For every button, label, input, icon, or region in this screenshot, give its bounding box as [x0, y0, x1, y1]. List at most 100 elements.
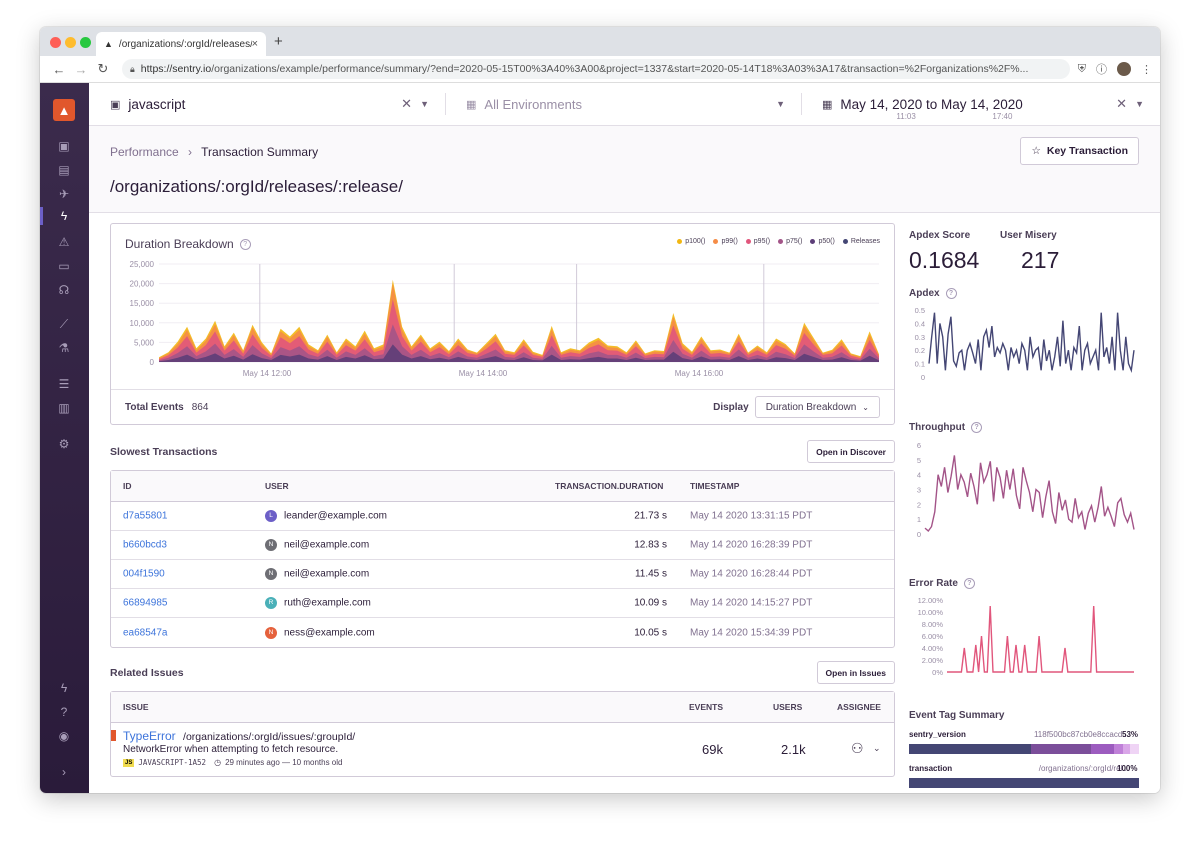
tag-segment[interactable]	[1129, 744, 1139, 754]
help-icon[interactable]: ?	[945, 288, 957, 299]
alerts-icon[interactable]: ⚠	[58, 235, 70, 249]
transaction-id-link[interactable]: 004f1590	[123, 568, 165, 580]
back-icon[interactable]: ←	[52, 61, 66, 77]
maximize-window-icon[interactable]	[80, 37, 91, 48]
help-icon[interactable]: ?	[239, 239, 251, 251]
forward-icon[interactable]: →	[74, 61, 88, 77]
tag-key-transaction: transaction	[909, 764, 953, 773]
project-selector[interactable]: ▣ javascript ✕ ▼	[89, 93, 446, 115]
issue-short-id[interactable]: JAVASCRIPT-1A52	[138, 758, 207, 767]
y-tick-label: 0.5	[915, 306, 925, 315]
col-user[interactable]: USER	[265, 481, 289, 491]
dashboards-icon[interactable]: ⟋	[59, 316, 69, 331]
total-events-value: 864	[191, 401, 209, 413]
close-window-icon[interactable]	[50, 37, 61, 48]
address-bar[interactable]: 🔒︎ https://sentry.io/organizations/examp…	[122, 59, 1070, 79]
lab-icon[interactable]: ⚗	[58, 341, 70, 355]
open-in-discover-button[interactable]: Open in Discover	[807, 440, 895, 463]
releases-icon[interactable]: ✈	[58, 187, 70, 201]
tag-segment[interactable]	[1113, 744, 1123, 754]
legend-item[interactable]: Releases	[842, 238, 880, 245]
reload-icon[interactable]: ↻	[97, 61, 109, 76]
browser-tab[interactable]: ▲ /organizations/:orgId/releases/: ×	[96, 32, 266, 56]
tag-segment[interactable]	[1090, 744, 1114, 754]
series-line[interactable]	[947, 605, 1134, 673]
collapse-sidebar-icon[interactable]: ›	[62, 765, 66, 779]
series-area-1[interactable]	[159, 283, 879, 362]
stats-icon[interactable]: ▥	[58, 401, 70, 415]
date-selector[interactable]: ▦ May 14, 2020 to May 14, 2020 11:03 17:…	[802, 89, 1160, 121]
activity-icon[interactable]: ☰	[58, 377, 70, 391]
user-misery-label: User Misery	[1000, 230, 1057, 241]
user-misery-value: 217	[1021, 247, 1060, 273]
timestamp-cell: May 14 2020 14:15:27 PDT	[690, 597, 813, 609]
transaction-id-link[interactable]: ea68547a	[123, 627, 168, 638]
settings-icon[interactable]: ⚙	[58, 437, 70, 451]
display-label: Display	[713, 401, 749, 413]
discover-icon[interactable]: ▭	[58, 259, 70, 273]
series-area-3[interactable]	[159, 324, 879, 362]
assignee-icon[interactable]: ⚇	[851, 740, 864, 756]
clear-date-icon[interactable]: ✕	[1116, 96, 1128, 111]
projects-icon[interactable]: ▣	[58, 139, 70, 153]
tag-segment[interactable]	[909, 744, 1031, 754]
tag-bar-sentry-version[interactable]	[909, 744, 1139, 754]
legend-item[interactable]: p50()	[810, 238, 835, 245]
key-transaction-button[interactable]: ☆ Key Transaction	[1020, 137, 1139, 165]
col-timestamp[interactable]: TIMESTAMP	[690, 481, 740, 491]
transaction-id-link[interactable]: b660bcd3	[123, 539, 167, 551]
col-events: EVENTS	[689, 702, 724, 712]
user-feedback-icon[interactable]: ☊	[58, 283, 70, 297]
legend-item[interactable]: p75()	[778, 238, 802, 245]
tag-segment[interactable]	[1030, 744, 1091, 754]
breadcrumb-performance[interactable]: Performance	[110, 145, 179, 159]
shield-extension-icon[interactable]: ⛨	[1077, 62, 1086, 75]
series-line[interactable]	[928, 312, 1135, 373]
browser-menu-icon[interactable]: ⋮	[1141, 63, 1152, 76]
series-area-4[interactable]	[159, 344, 879, 362]
y-tick-label: 0.3	[915, 333, 925, 342]
issue-title[interactable]: TypeError /organizations/:orgId/issues/:…	[123, 729, 355, 743]
help-icon[interactable]: ?	[60, 705, 68, 719]
transaction-id-link[interactable]: 66894985	[123, 597, 168, 609]
tag-segment[interactable]	[1122, 744, 1130, 754]
sentry-logo-icon[interactable]: ▲	[53, 99, 75, 121]
series-area-2[interactable]	[159, 299, 879, 362]
issue-type[interactable]: TypeError	[123, 729, 176, 743]
series-area-0[interactable]	[159, 279, 879, 362]
col-id[interactable]: ID	[123, 481, 132, 491]
help-icon[interactable]: ?	[971, 422, 983, 433]
broadcast-icon[interactable]: ◉	[58, 729, 70, 743]
clear-project-icon[interactable]: ✕	[401, 96, 413, 111]
tag-segment[interactable]	[909, 778, 1139, 788]
open-in-issues-button[interactable]: Open in Issues	[816, 661, 895, 684]
whats-new-icon[interactable]: ϟ	[60, 681, 68, 695]
info-extension-icon[interactable]: ⓘ	[1096, 64, 1107, 76]
display-dropdown[interactable]: Duration Breakdown ⌄	[754, 396, 880, 418]
col-assignee: ASSIGNEE	[837, 702, 881, 712]
user-avatar: R	[265, 597, 277, 609]
help-icon[interactable]: ?	[963, 578, 975, 589]
issues-icon[interactable]: ▤	[58, 163, 70, 177]
minimize-window-icon[interactable]	[65, 37, 76, 48]
legend-item[interactable]: p100()	[677, 238, 705, 245]
chevron-down-icon[interactable]: ⌄	[873, 743, 881, 753]
environment-selector[interactable]: ▦ All Environments ▼	[446, 93, 802, 115]
user-avatar: N	[265, 568, 277, 580]
tag-bar-transaction[interactable]	[909, 778, 1139, 788]
issue-row[interactable]: TypeError /organizations/:orgId/issues/:…	[111, 723, 894, 776]
legend-item[interactable]: p99()	[713, 238, 738, 245]
new-tab-icon[interactable]: +	[274, 33, 283, 50]
transaction-id-link[interactable]: d7a55801	[123, 510, 168, 522]
performance-icon[interactable]: ϟ	[60, 209, 68, 223]
series-line[interactable]	[924, 455, 1135, 533]
legend-item[interactable]: p95()	[745, 238, 770, 245]
tab-close-icon[interactable]: ×	[251, 38, 258, 50]
col-duration[interactable]: TRANSACTION.DURATION	[555, 481, 664, 491]
profile-avatar[interactable]	[1117, 62, 1131, 76]
